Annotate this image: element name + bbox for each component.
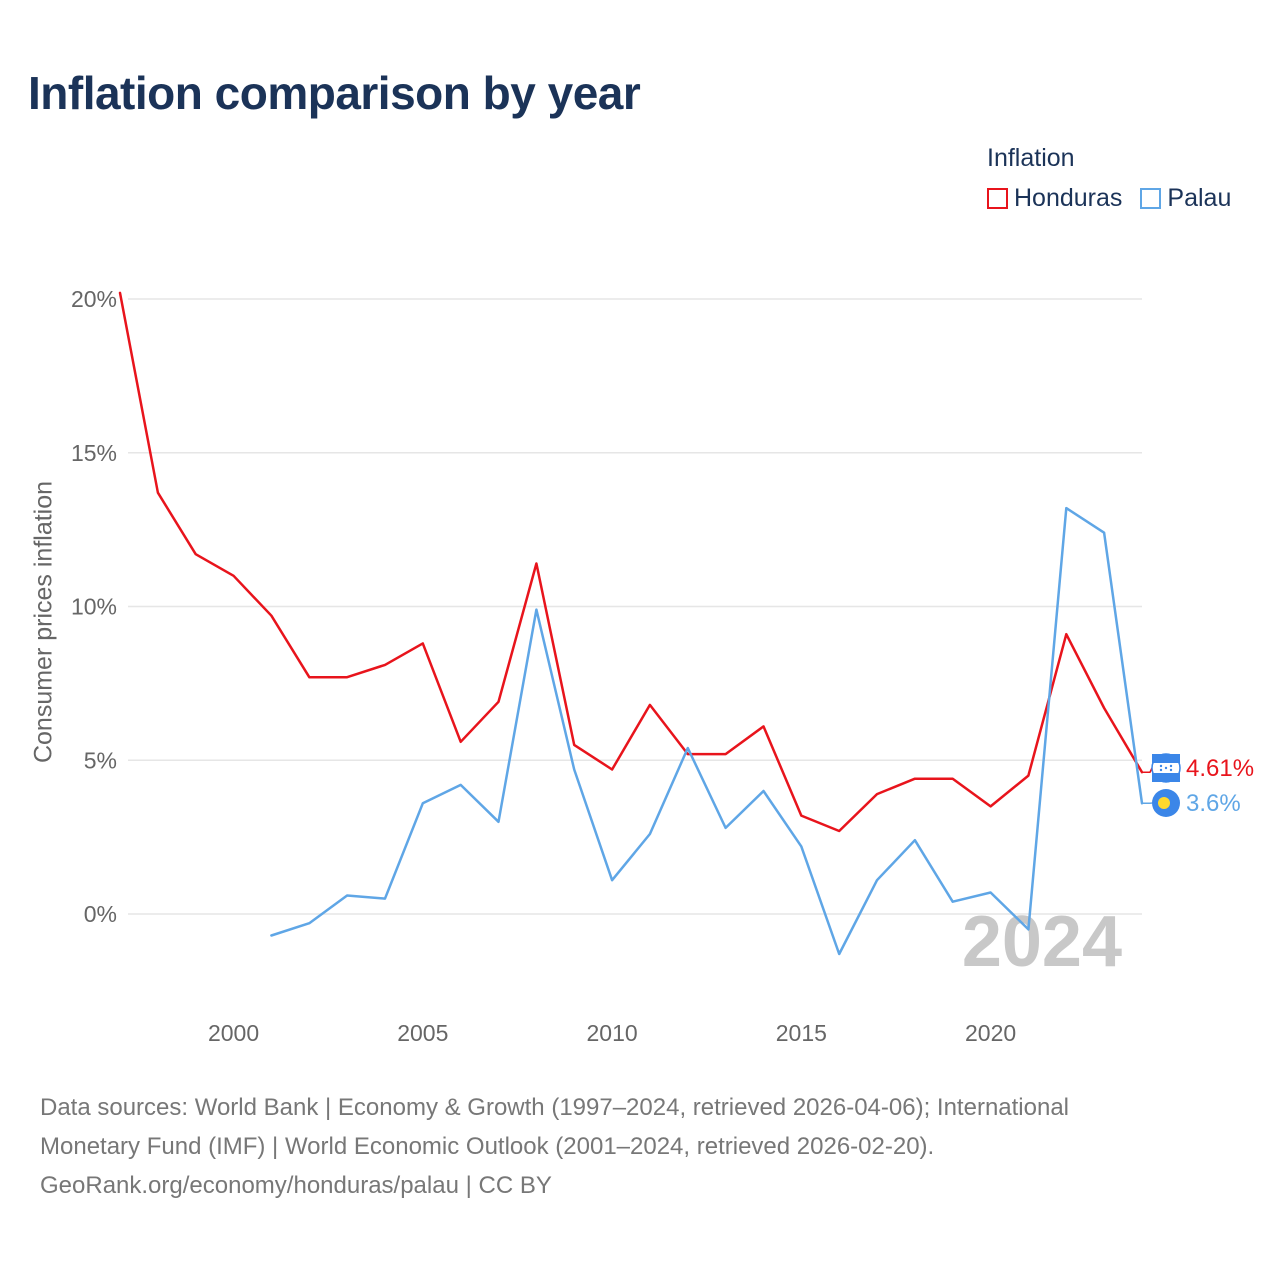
flag-palau-icon [1152, 789, 1180, 817]
legend-title: Inflation [987, 144, 1075, 172]
y-tick-label-20: 20% [71, 286, 117, 312]
y-tick-label-15: 15% [71, 440, 117, 466]
source-line-3: GeoRank.org/economy/honduras/palau | CC … [40, 1172, 552, 1199]
flag-honduras-icon [1151, 753, 1181, 783]
x-tick-label-2005: 2005 [397, 1020, 448, 1046]
source-line-1: Data sources: World Bank | Economy & Gro… [40, 1094, 1070, 1121]
series-line-palau [270, 506, 1144, 956]
end-label-honduras: 4.61% [1186, 755, 1254, 782]
end-label-palau: 3.6% [1186, 790, 1241, 817]
end-connector-honduras [1142, 767, 1153, 773]
x-tick-label-2010: 2010 [586, 1020, 637, 1046]
legend-label-palau: Palau [1167, 184, 1232, 212]
source-line-2: Monetary Fund (IMF) | World Economic Out… [40, 1133, 935, 1160]
source-note: Data sources: World Bank | Economy & Gro… [40, 1088, 1240, 1205]
x-tick-label-2015: 2015 [776, 1020, 827, 1046]
legend-item-honduras[interactable]: Honduras [987, 184, 1122, 213]
y-tick-label-0: 0% [84, 901, 117, 927]
chart-title: Inflation comparison by year [28, 67, 641, 119]
legend-swatch-honduras [987, 188, 1008, 209]
series-line-honduras [118, 291, 1144, 833]
y-tick-label-5: 5% [84, 747, 117, 773]
x-tick-label-2020: 2020 [965, 1020, 1016, 1046]
year-overlay: 2024 [962, 902, 1122, 982]
x-tick-label-2000: 2000 [208, 1020, 259, 1046]
legend-swatch-palau [1140, 188, 1162, 209]
legend: Honduras Palau [987, 184, 1249, 213]
legend-item-palau[interactable]: Palau [1140, 184, 1231, 213]
legend-label-honduras: Honduras [1014, 184, 1123, 212]
y-tick-label-10: 10% [71, 594, 117, 620]
